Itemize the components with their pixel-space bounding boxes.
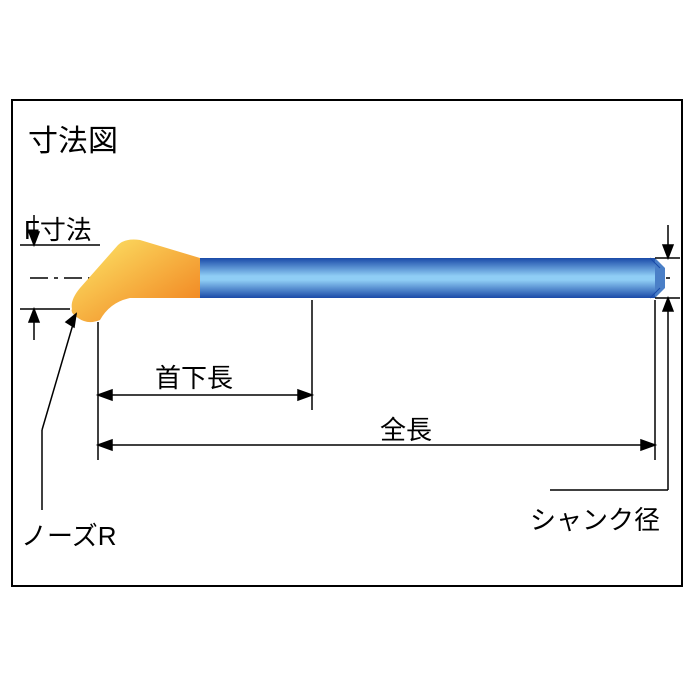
diagram-canvas: 寸法図	[0, 0, 691, 691]
tool-shank	[200, 258, 665, 298]
neck-length-label: 首下長	[155, 358, 233, 395]
total-length-label: 全長	[380, 410, 432, 447]
tool-tip	[72, 240, 200, 323]
f-dimension-label: F寸法	[24, 210, 92, 247]
shank-diameter-label: シャンク径	[530, 500, 660, 537]
tool-drawing	[0, 0, 691, 691]
nose-r-leader	[42, 314, 76, 510]
nose-r-label: ノーズR	[21, 516, 116, 553]
